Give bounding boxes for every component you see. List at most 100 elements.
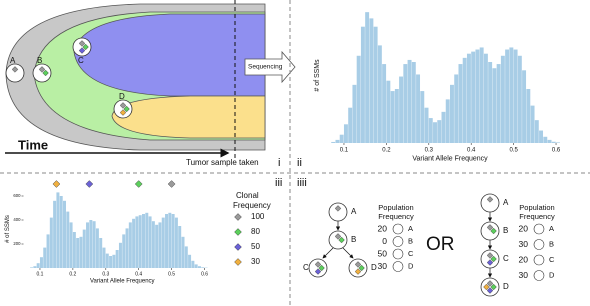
legend-title: Frequency <box>233 201 271 210</box>
mutation-icon <box>82 43 89 51</box>
table-icon <box>533 223 545 235</box>
x-axis-label: Variant Allele Frequency <box>412 155 488 162</box>
table-title: Population <box>378 203 413 212</box>
mutation-icon <box>11 66 19 73</box>
bar <box>492 68 497 143</box>
quadrant-label: iii <box>275 177 282 189</box>
y-axis-label: # of SSMs <box>5 215 11 243</box>
legend-swatch <box>234 243 242 251</box>
table-icon <box>392 248 404 260</box>
bar <box>158 222 162 268</box>
legend-label: 100 <box>251 212 265 221</box>
table-icon <box>533 254 545 266</box>
mutation-icon <box>119 102 127 109</box>
bar <box>148 216 152 268</box>
bar <box>556 142 560 143</box>
node-label: B <box>351 235 356 244</box>
bar <box>138 215 142 268</box>
mutation-icon <box>490 227 497 235</box>
clone-node <box>480 193 500 213</box>
mutation-icon <box>38 66 46 73</box>
table-icon <box>533 270 545 281</box>
table-value: 30 <box>378 261 388 271</box>
clone-label: D <box>119 92 125 101</box>
bar <box>109 256 113 268</box>
x-tick-label: 0.4 <box>135 271 142 277</box>
mutation-icon <box>334 205 342 212</box>
bar <box>500 55 505 144</box>
clone-node <box>5 63 25 83</box>
bar <box>509 47 514 143</box>
table-value: 30 <box>519 270 529 280</box>
bar <box>201 267 205 268</box>
bar <box>132 218 136 268</box>
node-label: D <box>371 263 377 272</box>
clone-label: A <box>10 56 16 65</box>
table-label: A <box>408 224 413 233</box>
node-label: A <box>503 198 509 207</box>
bar <box>142 214 145 268</box>
table-icon <box>392 236 404 247</box>
legend-title: Clonal <box>236 191 259 200</box>
bar <box>69 222 73 268</box>
clone-label: C <box>78 56 84 65</box>
bar <box>454 74 459 143</box>
mutation-icon <box>486 280 494 287</box>
bar <box>125 228 129 268</box>
mutation-icon <box>123 105 130 113</box>
table-title: Frequency <box>519 212 555 221</box>
bar <box>181 236 185 268</box>
bar <box>33 266 37 268</box>
table-value: 20 <box>519 254 529 264</box>
bar <box>394 89 399 143</box>
bar <box>416 74 421 143</box>
y-tick-label: 200 <box>13 241 21 246</box>
table-title: Population <box>519 203 554 212</box>
sample-label: Tumor sample taken <box>186 158 259 167</box>
bar <box>450 84 454 143</box>
bar <box>66 211 70 268</box>
frequency-marker <box>167 180 176 188</box>
bar <box>496 64 501 143</box>
frequency-marker <box>85 180 94 188</box>
bar <box>99 238 103 268</box>
clone-node <box>308 258 328 278</box>
table-icon <box>392 223 404 235</box>
bar <box>407 59 412 143</box>
x-tick-label: 0.3 <box>425 147 434 153</box>
bar <box>197 266 201 268</box>
mutation-icon <box>358 264 365 272</box>
bar <box>161 217 165 268</box>
legend-swatch <box>234 213 242 221</box>
table-value: 20 <box>519 223 529 233</box>
bar <box>505 49 510 143</box>
mutation-icon <box>486 252 494 259</box>
bar <box>92 221 96 268</box>
bar <box>471 51 476 143</box>
mutation-icon <box>486 196 494 203</box>
bar <box>475 49 480 143</box>
bar <box>522 70 527 143</box>
bar <box>135 216 139 268</box>
bar <box>63 200 66 268</box>
bar <box>530 105 535 143</box>
bar <box>122 234 126 268</box>
legend-swatch <box>234 228 242 236</box>
table-value: 30 <box>519 239 529 249</box>
bar <box>194 264 198 268</box>
x-axis-label: Variant Allele Frequency <box>90 279 155 285</box>
node-label: D <box>503 282 509 291</box>
frequency-marker <box>134 180 143 188</box>
bar <box>49 217 53 268</box>
bar <box>178 226 182 268</box>
bar <box>174 217 178 268</box>
clone-node <box>480 277 500 297</box>
mutation-icon <box>314 261 322 268</box>
mutation-icon <box>483 283 490 291</box>
arrow-label: Sequencing <box>248 64 283 71</box>
bar <box>424 107 429 143</box>
x-tick-label: 0.1 <box>340 147 349 153</box>
bar <box>369 18 374 144</box>
bar <box>441 111 446 143</box>
bar <box>188 254 192 268</box>
